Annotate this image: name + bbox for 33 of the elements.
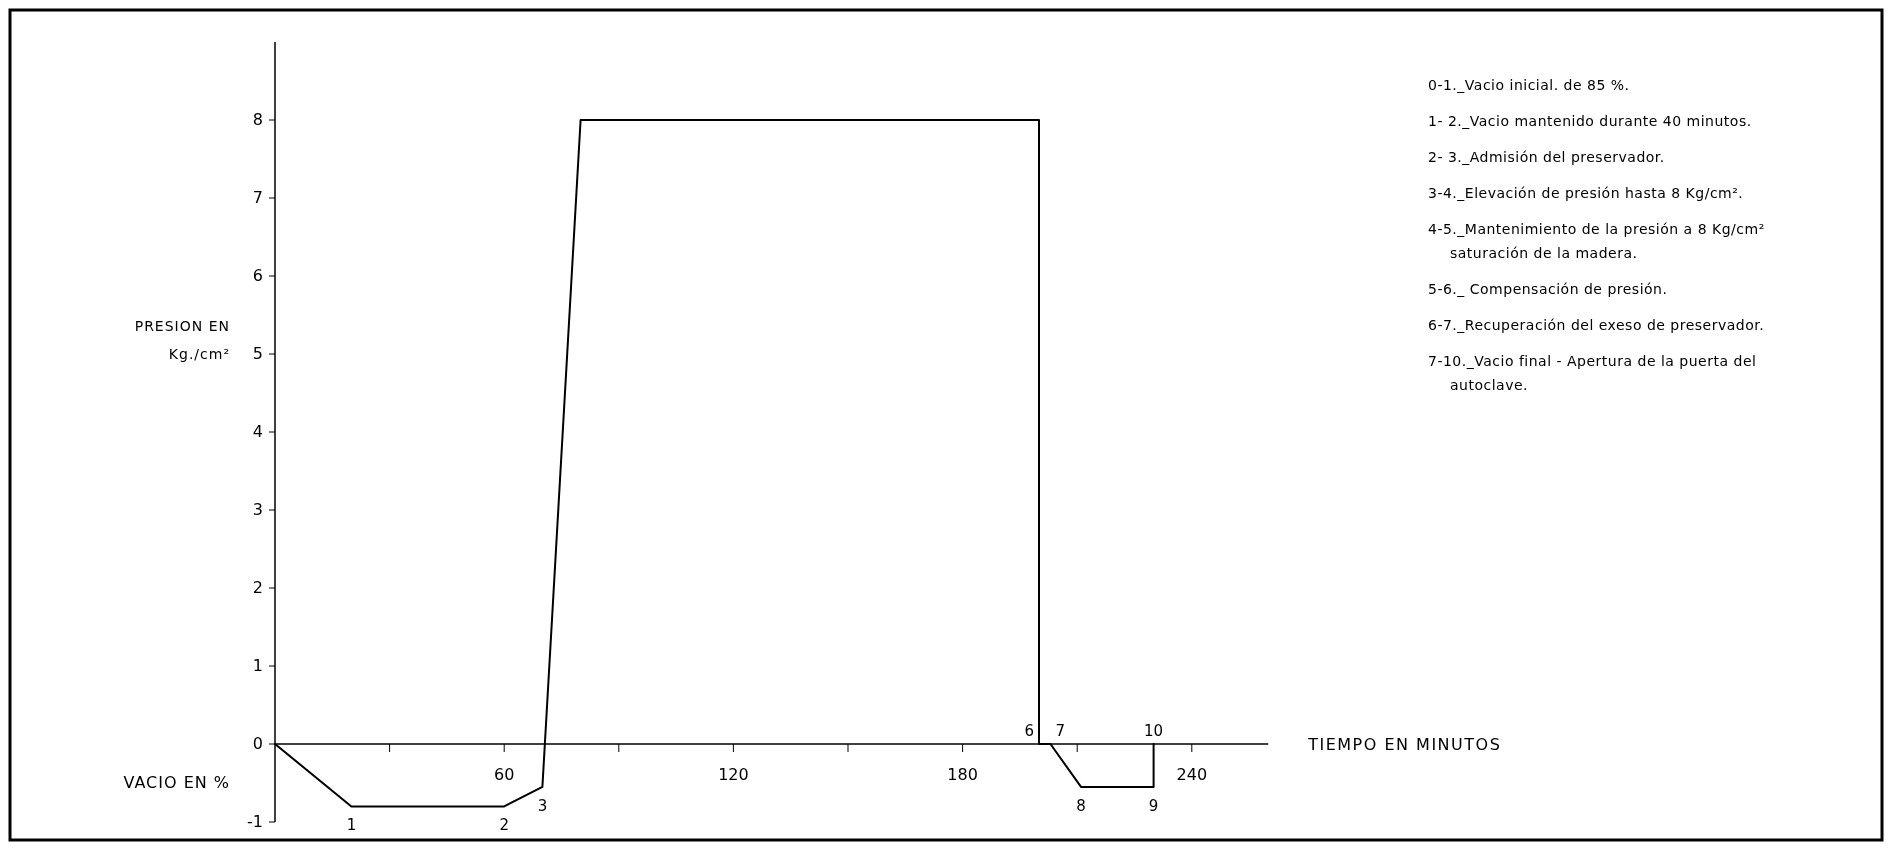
- text: 0-1._Vacio inicial. de 85 %.: [1428, 77, 1630, 93]
- text: 1- 2._Vacio mantenido durante 40 minutos.: [1428, 113, 1752, 129]
- y-tick-label: 1: [252, 656, 263, 675]
- annotation: 7: [1055, 722, 1066, 740]
- x-tick-label: 120: [718, 765, 749, 784]
- annotation: 2: [499, 816, 509, 835]
- x-tick-label: 60: [494, 765, 515, 784]
- text: 2- 3._Admisión del preservador.: [1428, 149, 1665, 165]
- x-tick-label: 240: [1176, 765, 1208, 784]
- y-axis-title: PRESION EN Kg./cm²: [134, 318, 230, 362]
- annotation: 1: [346, 816, 357, 835]
- y-tick-label: 6: [252, 266, 263, 285]
- y-tick-label: 5: [252, 344, 263, 363]
- y-tick-label: -1: [247, 812, 263, 831]
- annotation: 6: [1024, 722, 1034, 740]
- y-tick-label: 7: [252, 188, 263, 207]
- y-tick-label: 3: [252, 500, 263, 519]
- y-tick-label: 0: [252, 734, 263, 753]
- x-axis-title: TIEMPO EN MINUTOS: [1307, 735, 1502, 754]
- text: 7-10._Vacio final - Apertura de la puerta del autoclave.: [1428, 353, 1757, 393]
- text: VACIO EN %: [123, 773, 230, 792]
- annotation: 8: [1076, 796, 1086, 815]
- annotation: 9: [1148, 796, 1159, 815]
- text: 4-5._Mantenimiento de la presión a 8 Kg/cm² saturación de la madera.: [1428, 221, 1765, 261]
- text: 5-6._ Compensación de presión.: [1428, 281, 1668, 297]
- annotation: 3: [537, 796, 548, 815]
- annotation: 10: [1144, 722, 1164, 740]
- y-tick-label: 2: [252, 578, 263, 597]
- y-tick-label: 4: [252, 422, 263, 441]
- x-tick-label: 180: [947, 765, 978, 784]
- text: 6-7._Recuperación del exeso de preservador.: [1428, 317, 1765, 333]
- y-tick-label: 8: [252, 110, 263, 129]
- text: 3-4._Elevación de presión hasta 8 Kg/cm².: [1428, 185, 1744, 201]
